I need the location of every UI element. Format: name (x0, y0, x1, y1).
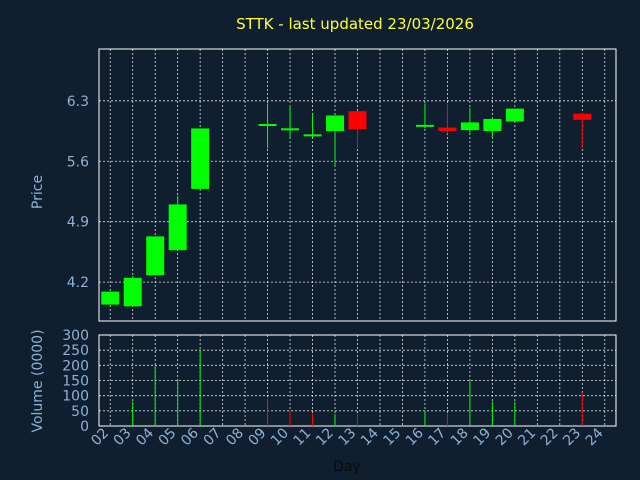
volume-bars (132, 350, 583, 426)
candle-body (191, 128, 210, 189)
candle-body (146, 236, 165, 276)
volume-y-tick-label: 0 (80, 419, 89, 435)
candle-body (415, 124, 434, 127)
candle-body (258, 123, 277, 126)
volume-axis-label: Volume (0000) (30, 329, 46, 432)
volume-y-tick-label: 200 (62, 358, 89, 374)
candle-body (101, 291, 120, 305)
candle-body (168, 204, 187, 251)
price-y-tick-label: 6.3 (67, 94, 89, 110)
candle-body (326, 115, 345, 132)
price-axis-label: Price (30, 175, 46, 209)
price-y-ticks: 4.2 4.9 5.6 6.3 (67, 94, 89, 291)
candle-body (573, 113, 592, 120)
candle-body (505, 108, 524, 122)
volume-y-tick-label: 100 (62, 389, 89, 405)
volume-y-tick-label: 300 (62, 328, 89, 344)
volume-y-tick-label: 250 (62, 343, 89, 359)
volume-y-tick-label: 150 (62, 374, 89, 390)
price-panel: 4.2 4.9 5.6 6.3 Price (30, 48, 617, 322)
candle-body (303, 134, 322, 137)
candles (101, 103, 592, 307)
price-y-tick-label: 4.2 (67, 275, 89, 291)
candle-body (348, 111, 367, 130)
price-grid (99, 49, 616, 321)
x-ticks: 0203040506070809101112131415161718192021… (88, 425, 606, 449)
price-y-tick-label: 4.9 (67, 215, 89, 231)
candle-body (123, 277, 142, 307)
price-y-tick-label: 5.6 (67, 154, 89, 170)
x-axis-label: Day (333, 459, 361, 475)
candle-body (460, 122, 479, 131)
volume-y-tick-label: 50 (71, 404, 89, 420)
candle-body (281, 128, 300, 131)
candle-body (483, 118, 502, 132)
chart-title: STTK - last updated 23/03/2026 (236, 15, 474, 33)
candle-body (438, 127, 457, 132)
